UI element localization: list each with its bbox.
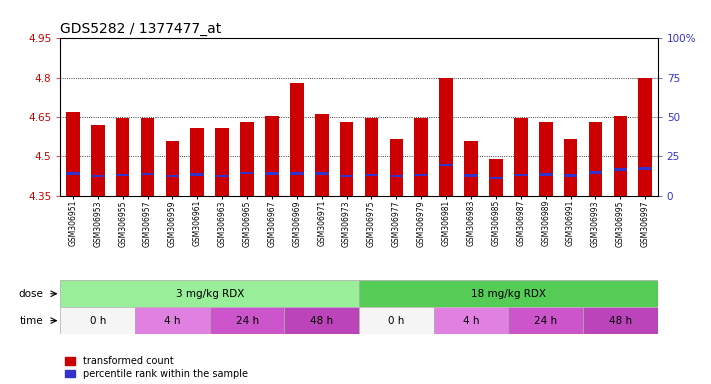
Bar [489,159,503,196]
Bar [365,118,378,196]
Bar [359,280,658,307]
Bar [589,171,602,174]
Text: dose: dose [18,289,43,299]
Bar [415,174,428,176]
Bar [116,118,129,196]
Text: 18 mg/kg RDX: 18 mg/kg RDX [471,289,546,299]
Bar [439,78,453,196]
Bar [340,122,353,196]
Bar [614,168,627,171]
Bar [141,173,154,175]
Bar [638,78,652,196]
Bar [390,175,403,177]
Bar [539,122,552,196]
Text: 4 h: 4 h [463,316,479,326]
Bar [166,141,179,196]
Bar [359,307,434,334]
Text: 24 h: 24 h [235,316,259,326]
Bar [514,174,528,176]
Text: 3 mg/kg RDX: 3 mg/kg RDX [176,289,244,299]
Text: time: time [19,316,43,326]
Bar [564,174,577,177]
Bar [415,118,428,196]
Bar [583,307,658,334]
Bar [315,114,328,196]
Bar [240,172,254,174]
Bar [91,125,105,196]
Bar [116,174,129,176]
Bar [614,116,627,196]
Bar [141,118,154,196]
Bar [340,175,353,177]
Bar [315,172,328,175]
Bar [489,177,503,179]
Bar [135,307,210,334]
Bar [514,118,528,196]
Bar [215,127,229,196]
Bar [365,174,378,176]
Bar [240,122,254,196]
Text: 48 h: 48 h [609,316,632,326]
Text: GDS5282 / 1377477_at: GDS5282 / 1377477_at [60,22,222,36]
Text: 48 h: 48 h [310,316,333,326]
Bar [564,139,577,196]
Bar [284,307,359,334]
Bar [508,307,583,334]
Bar [60,280,359,307]
Bar [91,175,105,177]
Text: 4 h: 4 h [164,316,181,326]
Bar [191,127,204,196]
Text: 24 h: 24 h [534,316,557,326]
Bar [589,122,602,196]
Bar [166,175,179,177]
Bar [66,172,80,175]
Bar [265,172,279,175]
Bar [434,307,508,334]
Bar [539,173,552,175]
Bar [638,167,652,170]
Bar [439,164,453,166]
Bar [464,174,478,177]
Text: 0 h: 0 h [388,316,405,326]
Text: 0 h: 0 h [90,316,106,326]
Bar [290,172,304,175]
Bar [265,116,279,196]
Legend: transformed count, percentile rank within the sample: transformed count, percentile rank withi… [65,356,248,379]
Bar [60,307,135,334]
Bar [210,307,284,334]
Bar [464,141,478,196]
Bar [215,175,229,177]
Bar [66,112,80,196]
Bar [290,83,304,196]
Bar [191,173,204,175]
Bar [390,139,403,196]
